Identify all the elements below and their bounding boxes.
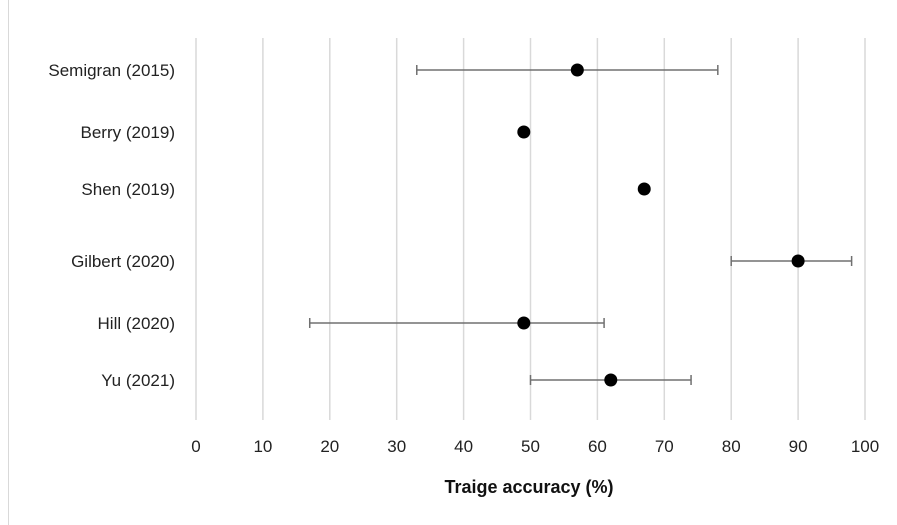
frame-border-line xyxy=(8,0,9,525)
points-layer xyxy=(517,63,805,387)
x-tick-label: 90 xyxy=(789,437,808,456)
x-tick-labels: 0 10 20 30 40 50 60 70 80 90 100 xyxy=(191,437,879,456)
data-point xyxy=(604,373,618,387)
category-label: Hill (2020) xyxy=(98,314,175,333)
x-axis-title: Traige accuracy (%) xyxy=(444,477,613,497)
data-point xyxy=(637,182,651,196)
x-tick-label: 50 xyxy=(521,437,540,456)
x-tick-label: 80 xyxy=(722,437,741,456)
x-tick-label: 100 xyxy=(851,437,879,456)
x-tick-label: 10 xyxy=(253,437,272,456)
data-point xyxy=(517,316,531,330)
grid-layer xyxy=(195,38,866,420)
x-tick-label: 60 xyxy=(588,437,607,456)
errorbar-layer xyxy=(308,65,853,385)
category-label: Shen (2019) xyxy=(81,180,175,199)
x-tick-label: 0 xyxy=(191,437,200,456)
category-label: Yu (2021) xyxy=(101,371,175,390)
data-point xyxy=(517,125,531,139)
x-tick-label: 30 xyxy=(387,437,406,456)
data-point xyxy=(791,254,805,268)
x-tick-label: 40 xyxy=(454,437,473,456)
data-point xyxy=(570,63,584,77)
category-labels: Semigran (2015) Berry (2019) Shen (2019) Gi… xyxy=(48,61,175,390)
x-tick-label: 20 xyxy=(320,437,339,456)
category-label: Semigran (2015) xyxy=(48,61,175,80)
category-label: Berry (2019) xyxy=(81,123,175,142)
x-tick-label: 70 xyxy=(655,437,674,456)
category-label: Gilbert (2020) xyxy=(71,252,175,271)
